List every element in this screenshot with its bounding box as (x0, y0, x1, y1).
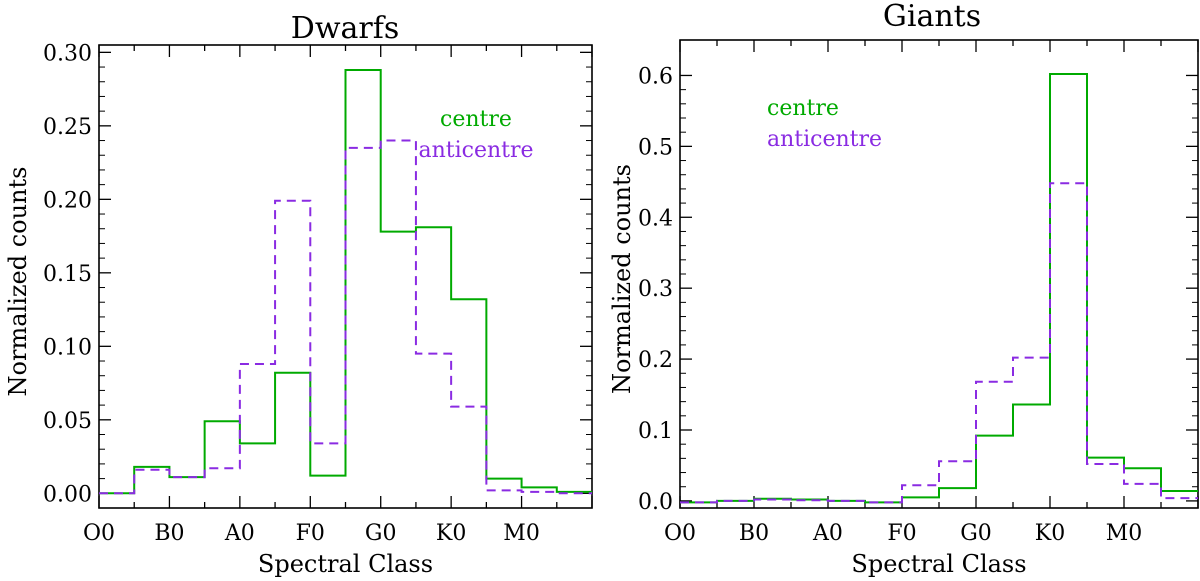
x-tick-label: B0 (154, 521, 184, 546)
x-tick-label: F0 (887, 521, 916, 546)
x-axis-label: Spectral Class (258, 550, 433, 578)
legend-anticentre: anticentre (767, 127, 882, 152)
x-tick-label: G0 (960, 521, 992, 546)
legend-anticentre: anticentre (418, 138, 533, 163)
series-anticentre-step-line (680, 182, 1198, 504)
x-tick-label: B0 (739, 521, 769, 546)
x-tick-label: K0 (1035, 521, 1065, 546)
y-tick-label: 0.25 (43, 115, 92, 140)
series-centre-step-line (680, 73, 1198, 504)
series-anticentre-step-line (99, 139, 592, 495)
y-axis-label: Normalized counts (608, 164, 636, 394)
chart-title: Giants (883, 0, 981, 34)
y-tick-label: 0.5 (638, 135, 673, 160)
y-tick-label: 0.2 (638, 348, 673, 373)
y-tick-label: 0.10 (43, 335, 92, 360)
x-tick-label: M0 (1106, 521, 1143, 546)
y-tick-label: 0.00 (43, 482, 92, 507)
y-tick-label: 0.6 (638, 64, 673, 89)
chart-title: Dwarfs (291, 11, 399, 46)
y-tick-label: 0.05 (43, 409, 92, 434)
x-tick-label: O0 (83, 521, 115, 546)
y-tick-label: 0.4 (638, 206, 673, 231)
x-tick-label: M0 (503, 521, 540, 546)
y-tick-label: 0.1 (638, 419, 673, 444)
x-tick-label: G0 (365, 521, 397, 546)
y-axis-label: Normalized counts (4, 167, 32, 397)
x-tick-label: A0 (224, 521, 255, 546)
y-tick-label: 0.0 (638, 490, 673, 515)
y-tick-label: 0.15 (43, 262, 92, 287)
plot-frame (679, 39, 1199, 509)
y-tick-label: 0.30 (43, 41, 92, 66)
legend-centre: centre (767, 96, 839, 121)
x-tick-label: A0 (812, 521, 843, 546)
panel-giants: Giants O0 B0 A0 F0 G0 K0 M0 0.0 0.1 0.2 0.3 0.4 0.5 0.… (608, 0, 1199, 578)
series-centre-step-line (99, 68, 592, 495)
panel-dwarfs: Dwarfs O0 B0 A0 F0 G0 K0 M0 0.00 0.05 0.10 0.15 0.20… (4, 11, 593, 578)
y-tick-label: 0.3 (638, 277, 673, 302)
legend-centre: centre (440, 107, 512, 132)
x-axis-label: Spectral Class (851, 550, 1026, 578)
x-tick-label: K0 (436, 521, 466, 546)
y-tick-label: 0.20 (43, 188, 92, 213)
x-tick-label: O0 (664, 521, 696, 546)
x-tick-label: F0 (296, 521, 325, 546)
